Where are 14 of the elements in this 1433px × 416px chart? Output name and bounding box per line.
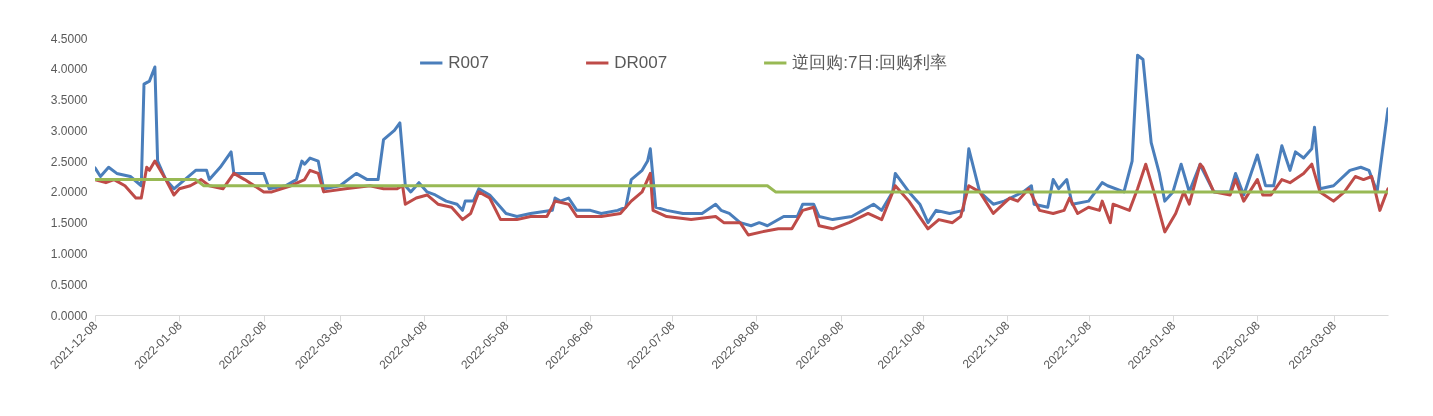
legend-label: DR007 — [614, 53, 668, 72]
legend-label: 逆回购:7日:回购利率 — [792, 53, 948, 72]
y-tick-label: 2.0000 — [50, 185, 88, 200]
y-tick-label: 1.5000 — [50, 216, 88, 231]
y-tick-label: 3.5000 — [50, 93, 88, 108]
y-tick-label: 4.0000 — [50, 62, 88, 77]
y-tick-label: 4.5000 — [50, 31, 88, 46]
y-tick-label: 1.0000 — [50, 246, 88, 261]
y-tick-label: 3.0000 — [50, 123, 88, 138]
y-tick-label: 2.5000 — [50, 154, 88, 169]
legend-label: R007 — [448, 53, 489, 72]
y-tick-label: 0.5000 — [50, 277, 88, 292]
line-series — [95, 159, 1388, 237]
y-tick-label: 0.0000 — [50, 308, 88, 323]
